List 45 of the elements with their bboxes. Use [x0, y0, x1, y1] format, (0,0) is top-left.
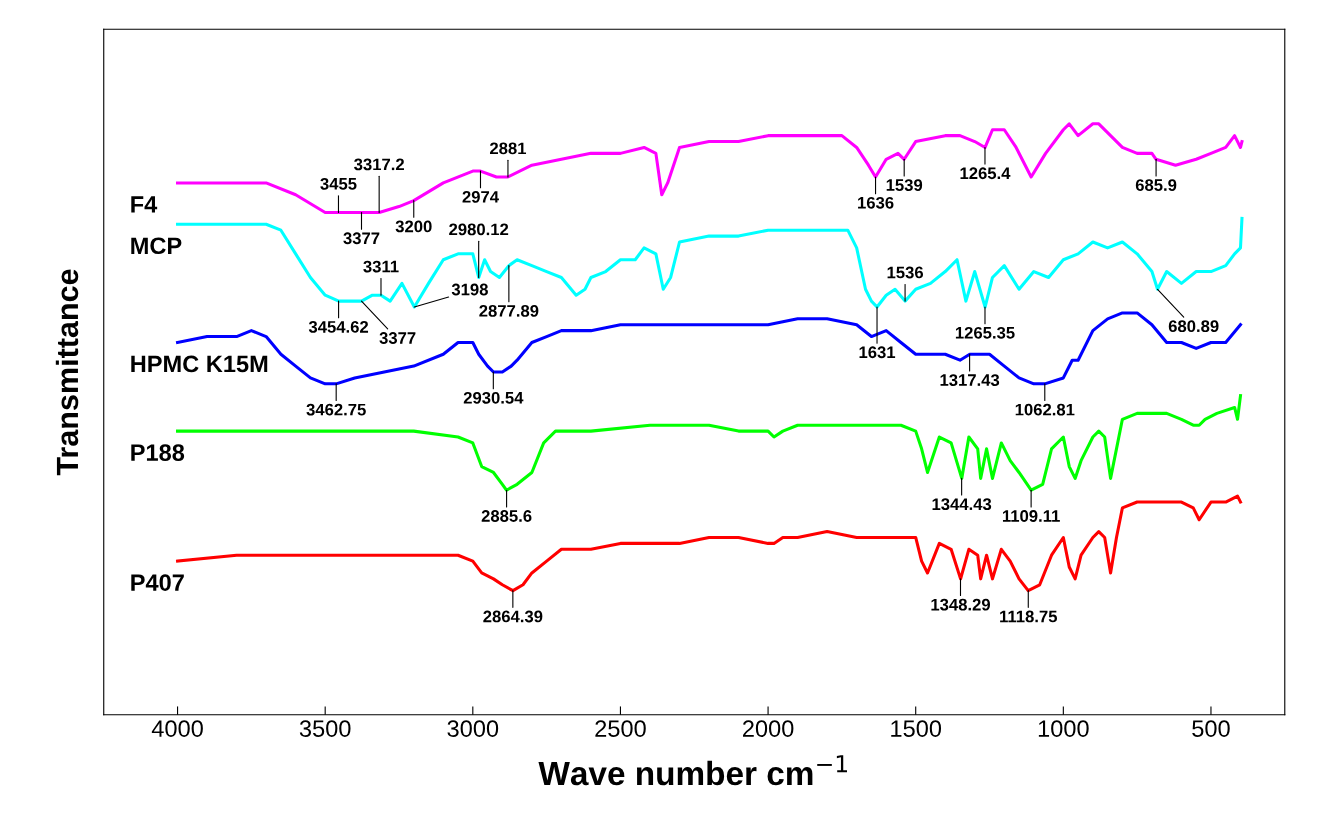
x-axis-title: Wave number cm$^{−1}$	[538, 755, 847, 786]
x-tick-label: 4000	[151, 720, 203, 737]
annotation: 1062.81	[1015, 403, 1075, 416]
annotation: 3454.62	[308, 320, 369, 333]
annotation: 2980.12	[449, 223, 509, 236]
x-tick-label: 500	[1192, 720, 1230, 737]
annotation: 3462.75	[306, 403, 366, 416]
annotation: 3377	[343, 232, 380, 245]
annotation: 1344.43	[932, 498, 992, 511]
annotation: 1348.29	[931, 598, 991, 611]
x-tick-label: 2500	[595, 720, 646, 737]
annotation: 1118.75	[1000, 610, 1058, 623]
annotation: 1109.11	[1002, 510, 1060, 522]
annotation: 1539	[886, 179, 923, 191]
annotation: 3311	[363, 260, 399, 273]
series-label: MCP	[131, 237, 182, 255]
series-label: F4	[131, 196, 158, 213]
annotation: 3455	[320, 177, 357, 190]
annotation: 685.9	[1135, 179, 1177, 191]
annotation: 1631	[859, 346, 896, 359]
annotation: 2864.39	[483, 610, 543, 623]
series-label: HPMC K15M	[131, 355, 268, 373]
x-tick-label: 1500	[891, 720, 942, 737]
annotation: 3377	[379, 332, 416, 344]
annotation: 3200	[395, 220, 432, 233]
annotation: 2930.54	[463, 391, 524, 404]
x-tick-label: 2000	[743, 720, 794, 737]
annotation: 1265.4	[960, 167, 1011, 180]
series-label: P407	[131, 574, 184, 591]
annotation: 1636	[858, 196, 894, 209]
annotation: 2877.89	[479, 304, 539, 317]
x-tick-label: 3000	[447, 720, 499, 737]
annotation: 3198	[451, 283, 488, 296]
series-label: P188	[131, 444, 185, 461]
annotation: 1536	[887, 266, 924, 279]
annotation: 1265.35	[955, 326, 1015, 339]
x-tick-label: 3500	[299, 720, 351, 737]
annotation: 2885.6	[481, 510, 532, 522]
y-axis-title: Transmittance	[55, 269, 79, 476]
annotation: 2881	[489, 142, 527, 155]
annotation: 3317.2	[354, 158, 404, 171]
annotation: 680.89	[1168, 320, 1219, 333]
x-tick-label: 1000	[1038, 720, 1089, 737]
annotation: 1317.43	[940, 374, 1000, 386]
annotation: 2974	[462, 190, 499, 203]
